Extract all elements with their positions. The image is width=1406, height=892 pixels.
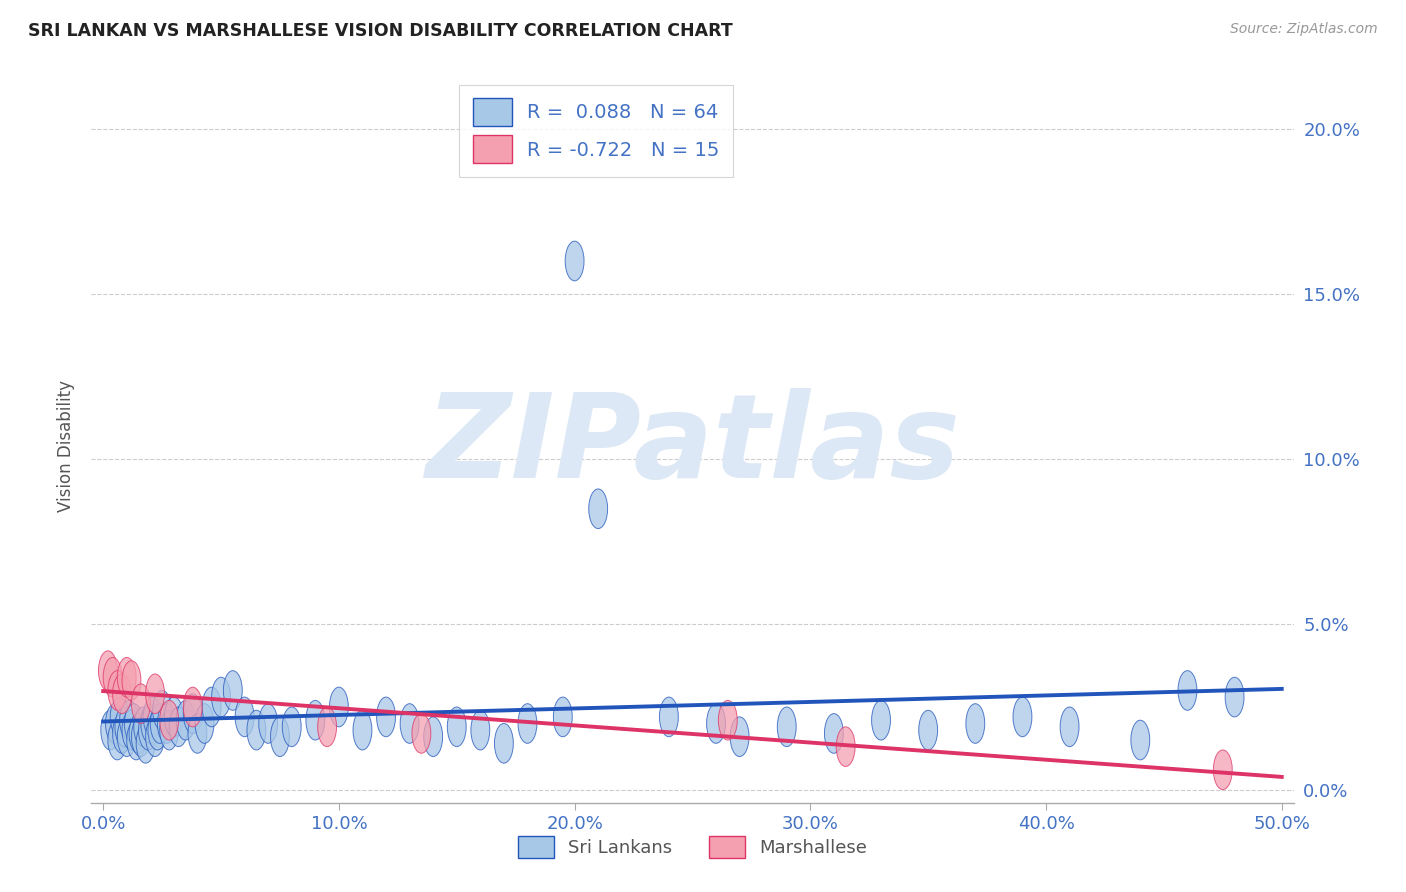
Text: SRI LANKAN VS MARSHALLESE VISION DISABILITY CORRELATION CHART: SRI LANKAN VS MARSHALLESE VISION DISABIL…	[28, 22, 733, 40]
Text: ZIPatlas: ZIPatlas	[425, 389, 960, 503]
Text: Source: ZipAtlas.com: Source: ZipAtlas.com	[1230, 22, 1378, 37]
Y-axis label: Vision Disability: Vision Disability	[56, 380, 75, 512]
Legend: Sri Lankans, Marshallese: Sri Lankans, Marshallese	[510, 829, 875, 865]
